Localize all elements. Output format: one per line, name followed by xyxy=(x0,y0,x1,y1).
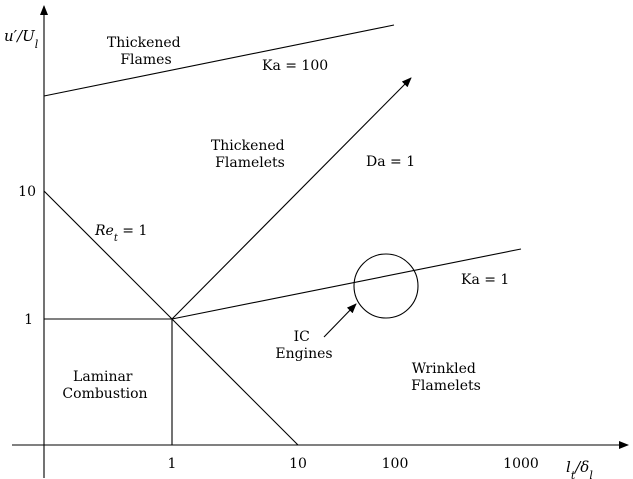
x-tick-label: 1000 xyxy=(503,456,539,472)
x-tick-label: 1 xyxy=(168,456,177,472)
ic-engines-circle xyxy=(353,253,419,319)
y-tick-label: 1 xyxy=(24,312,33,328)
thickened-flamelets-label: Thickened Flamelets xyxy=(211,138,289,171)
ka-100-label: Ka = 100 xyxy=(262,58,328,74)
da-1-line xyxy=(171,77,412,320)
y-tick-label: 10 xyxy=(18,184,36,200)
laminar-combustion-label: Laminar Combustion xyxy=(62,369,147,402)
thickened-flames-label: Thickened Flames xyxy=(107,35,185,68)
ic-engines-label: IC Engines xyxy=(275,329,332,362)
wrinkled-flamelets-label: Wrinkled Flamelets xyxy=(411,361,481,394)
y-axis-label: u′/Ul xyxy=(4,27,39,51)
da-1-label: Da = 1 xyxy=(366,154,415,170)
ka-100-line xyxy=(43,24,395,97)
ka-1-label: Ka = 1 xyxy=(461,272,509,288)
ret-1-label: Ret = 1 xyxy=(94,223,147,244)
x-tick-label: 10 xyxy=(289,456,307,472)
ka-1-line xyxy=(171,248,522,320)
ret-1-line xyxy=(43,190,299,446)
ic-engines-arrow xyxy=(323,303,357,338)
x-axis-label: lt/δl xyxy=(566,458,593,479)
x-tick-label: 100 xyxy=(382,456,409,472)
